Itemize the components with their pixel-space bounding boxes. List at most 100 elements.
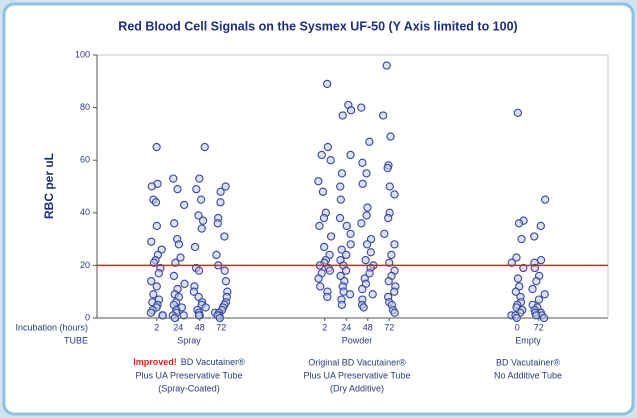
data-point (346, 106, 356, 115)
tube-line: Original BD Vacutainer® (308, 357, 406, 367)
data-point (341, 266, 351, 275)
data-point (323, 292, 332, 302)
data-point (169, 174, 178, 183)
data-point (507, 258, 516, 267)
data-point (169, 271, 179, 281)
data-point (195, 174, 204, 183)
data-point (359, 303, 368, 312)
data-point (362, 169, 371, 178)
data-point (387, 250, 396, 260)
data-point (532, 277, 541, 286)
data-point (342, 221, 351, 231)
data-point (385, 258, 394, 267)
tube-line: No Additive Tube (494, 370, 562, 380)
y-tick-label: 80 (80, 102, 90, 112)
data-point (513, 274, 523, 283)
data-point (325, 266, 335, 275)
data-point (366, 248, 376, 257)
data-point (221, 277, 231, 286)
data-point (190, 242, 200, 252)
data-point (154, 269, 163, 278)
data-point (149, 290, 158, 299)
data-point (358, 179, 367, 189)
tube-line: Plus UA Preservative Tube (135, 370, 242, 380)
data-point (198, 216, 208, 225)
data-point (318, 187, 328, 196)
data-point (345, 290, 355, 299)
tube-line: Improved! BD Vacutainer® (133, 357, 245, 367)
data-point (362, 240, 372, 249)
data-point (201, 303, 210, 312)
data-point (323, 142, 332, 152)
data-point (314, 177, 323, 186)
data-point (171, 258, 180, 267)
data-point (511, 287, 520, 296)
data-point (196, 195, 206, 204)
data-point (539, 313, 549, 323)
data-point (532, 311, 541, 320)
data-point (536, 221, 545, 231)
y-tick-label: 20 (80, 260, 90, 270)
data-point (337, 169, 347, 178)
data-point (346, 240, 355, 249)
data-point (147, 237, 156, 246)
y-tick-label: 60 (80, 155, 90, 165)
incubation-label: 2 (322, 322, 327, 332)
data-point (180, 279, 189, 288)
data-point (147, 182, 156, 191)
data-point (346, 150, 355, 160)
data-point (357, 103, 366, 112)
data-point (342, 250, 351, 260)
chart-title: Red Blood Cell Signals on the Sysmex UF-… (118, 19, 517, 33)
data-point (170, 219, 179, 228)
group-label: Powder (342, 335, 373, 345)
data-point (336, 195, 345, 204)
data-point (390, 190, 399, 199)
data-point (220, 266, 229, 275)
data-point (517, 234, 526, 244)
data-point (390, 240, 399, 249)
data-point (514, 219, 524, 228)
data-point (512, 313, 521, 323)
data-point (213, 219, 222, 228)
incubation-label: Incubation (hours) (15, 322, 88, 332)
incubation-label: 72 (216, 322, 226, 332)
data-point (173, 184, 182, 194)
data-point (215, 313, 225, 323)
tube-highlight: Improved! (133, 357, 177, 367)
tube-line: (Dry Additive) (330, 383, 384, 393)
data-point (530, 232, 539, 241)
data-point (316, 282, 325, 291)
data-point (361, 255, 370, 265)
data-point (358, 284, 367, 294)
data-point (149, 258, 159, 267)
data-point (194, 211, 203, 220)
data-point (363, 203, 372, 212)
data-point (194, 266, 204, 275)
data-point (337, 300, 347, 309)
data-point (335, 213, 345, 223)
data-point (512, 253, 521, 262)
data-point (320, 242, 329, 252)
data-point (176, 253, 185, 262)
data-point (152, 221, 161, 231)
group-label: Spray (177, 335, 201, 345)
data-point (314, 274, 323, 283)
incubation-label: 48 (195, 322, 205, 332)
tube-text: BD Vacutainer® (181, 357, 245, 367)
data-point (179, 311, 188, 320)
data-point (174, 240, 184, 249)
data-point (528, 284, 537, 294)
incubation-label: 72 (384, 322, 394, 332)
data-point (192, 184, 201, 194)
data-point (378, 111, 388, 120)
data-point (146, 308, 156, 317)
data-point (152, 282, 161, 291)
data-point (220, 232, 229, 241)
data-point (152, 142, 161, 152)
y-tick-label: 100 (75, 49, 90, 59)
data-point (540, 195, 550, 204)
data-point (338, 111, 347, 120)
